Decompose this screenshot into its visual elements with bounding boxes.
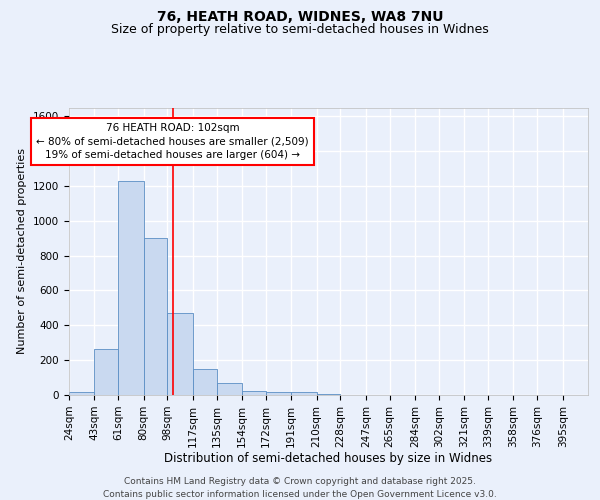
Bar (69, 392, 94, 395)
Bar (193, 369, 217, 395)
Bar (94, 349, 118, 395)
Y-axis label: Number of semi-detached properties: Number of semi-detached properties (17, 148, 28, 354)
Bar (118, 180, 143, 395)
Bar (217, 383, 242, 395)
Bar (266, 392, 291, 395)
Text: Contains HM Land Registry data © Crown copyright and database right 2025.
Contai: Contains HM Land Registry data © Crown c… (103, 478, 497, 499)
Text: Size of property relative to semi-detached houses in Widnes: Size of property relative to semi-detach… (111, 22, 489, 36)
Bar (242, 390, 266, 395)
Text: 76 HEATH ROAD: 102sqm
← 80% of semi-detached houses are smaller (2,509)
19% of s: 76 HEATH ROAD: 102sqm ← 80% of semi-deta… (37, 123, 309, 160)
X-axis label: Distribution of semi-detached houses by size in Widnes: Distribution of semi-detached houses by … (164, 452, 493, 466)
Bar (143, 238, 167, 395)
Bar (291, 392, 317, 395)
Bar (167, 313, 193, 395)
Text: 76, HEATH ROAD, WIDNES, WA8 7NU: 76, HEATH ROAD, WIDNES, WA8 7NU (157, 10, 443, 24)
Bar (317, 394, 340, 395)
